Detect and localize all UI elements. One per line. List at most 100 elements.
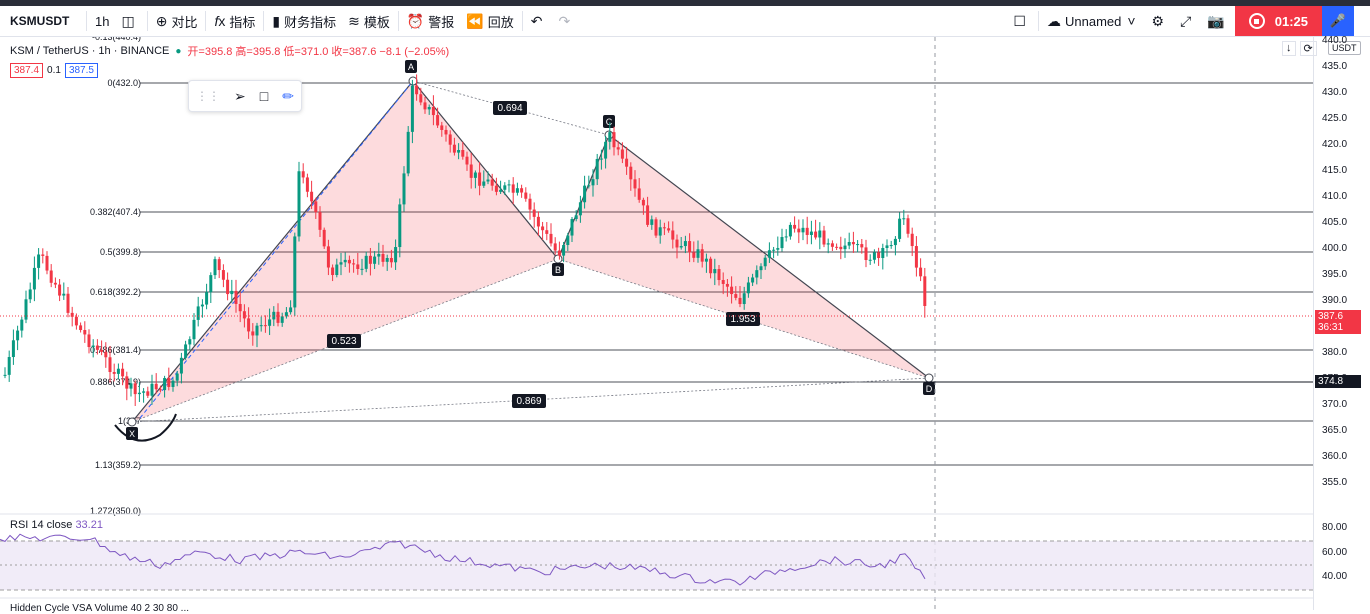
pattern-point-handle[interactable] <box>924 373 934 383</box>
candle-body <box>335 264 339 276</box>
candle-body <box>465 156 469 165</box>
candle-body <box>809 231 813 235</box>
bid-ask-box: 387.4 0.1 387.5 <box>10 63 98 78</box>
refresh-icon[interactable]: ⟳ <box>1299 41 1317 56</box>
candle-body <box>704 258 708 262</box>
candle-body <box>440 125 444 130</box>
candle-body <box>662 227 666 229</box>
alert-label: 警报 <box>428 14 455 30</box>
candle-body <box>759 266 763 271</box>
candle-body <box>536 216 540 227</box>
candle-body <box>625 158 629 167</box>
alert-button[interactable]: ⏰ 警报 <box>401 6 460 36</box>
candle-body <box>507 184 511 186</box>
symbol-description[interactable]: KSM / TetherUS · 1h · BINANCE <box>10 45 170 57</box>
fib-level-label: -0.13(440.4) <box>92 37 141 42</box>
pattern-point-handle[interactable] <box>127 417 137 427</box>
currency-label[interactable]: USDT <box>1328 41 1361 55</box>
arrow-down-icon[interactable]: ↓ <box>1282 41 1296 56</box>
drag-handle-icon[interactable]: ⋮⋮ <box>196 89 220 103</box>
candle-body <box>587 185 591 187</box>
candle-body <box>528 198 532 210</box>
redo-button[interactable]: ↷ <box>552 6 580 36</box>
layout-name-button[interactable]: ☁ Unnamed ˅ <box>1041 6 1146 36</box>
candle-body <box>205 292 209 305</box>
bar-chart-icon: ▮ <box>272 12 281 29</box>
candle-body <box>910 233 914 247</box>
candle-body <box>238 303 242 312</box>
fib-level-label: 0.382(407.4) <box>90 207 141 217</box>
replay-button[interactable]: ⏪ 回放 <box>460 6 519 36</box>
pattern-triangle-bcd <box>558 135 929 378</box>
candle-body <box>801 227 805 233</box>
recording-stop-button[interactable]: 01:25 <box>1234 6 1322 36</box>
candle-body <box>310 191 314 202</box>
rsi-label[interactable]: RSI 14 close <box>10 519 73 531</box>
line-tool-icon[interactable]: ➢ <box>234 87 246 104</box>
candle-body <box>32 267 36 290</box>
candle-body <box>209 275 213 293</box>
candle-body <box>146 391 150 396</box>
pattern-point-box <box>405 60 417 73</box>
snapshot-button[interactable]: 📷 <box>1201 6 1234 36</box>
rsi-tick: 40.00 <box>1322 571 1348 582</box>
candle-body <box>906 218 910 234</box>
candle-body <box>213 259 217 276</box>
price-axis[interactable]: USDT 440.0 435.0 430.0 425.0 420.0 415.0 410.0… <box>1282 35 1370 610</box>
toolbar-right-group: ☐ ☁ Unnamed ˅ ⚙ ⤢ 📷 01:25 🎤 <box>1007 6 1370 36</box>
candle-body <box>167 378 171 387</box>
replay-label: 回放 <box>487 14 514 30</box>
pattern-leg[interactable] <box>131 80 414 423</box>
pattern-point-box <box>552 263 564 276</box>
toolbar-separator <box>263 11 265 31</box>
indicators-button[interactable]: fx 指标 <box>208 6 261 36</box>
candle-body <box>578 202 582 216</box>
candle-body <box>847 242 851 246</box>
price-tick: 415.0 <box>1322 165 1348 176</box>
rectangle-tool-icon[interactable]: □ <box>259 88 269 104</box>
interval-button[interactable]: 1h <box>95 13 110 29</box>
candle-body <box>549 233 553 244</box>
brush-tool-icon[interactable]: ✏ <box>282 87 294 104</box>
rsi-value: 33.21 <box>75 519 103 531</box>
candle-body <box>415 85 419 95</box>
toolbar-separator <box>521 11 523 31</box>
fullscreen-icon: ⤢ <box>1180 12 1192 29</box>
pattern-point-handle[interactable] <box>408 76 418 86</box>
crosshair-price-tag: 374.8 <box>1315 375 1361 388</box>
settings-button[interactable]: ⚙ <box>1146 6 1175 36</box>
candle-body <box>70 312 74 317</box>
candle-body <box>486 179 490 182</box>
fullscreen-button[interactable]: ⤢ <box>1174 6 1201 36</box>
layout-toggle-button[interactable]: ☐ <box>1007 6 1036 36</box>
candle-body <box>679 246 683 248</box>
price-chart[interactable]: -0.13(440.4) 0(432.0) 0.382(407.4) 0.5(399.… <box>0 37 1313 610</box>
undo-button[interactable]: ↶ <box>525 6 553 36</box>
candle-type-button[interactable]: ◫ <box>115 6 144 36</box>
xabcd-pattern[interactable]: 0.694 0.523 1.953 0.869 X A B C D <box>126 60 935 440</box>
symbol-search-button[interactable]: KSMUSDT <box>10 14 70 28</box>
pattern-ratio-line <box>131 377 930 423</box>
candle-body <box>385 257 389 262</box>
candle-body <box>700 249 704 262</box>
price-tick: 360.0 <box>1322 451 1348 462</box>
fib-retracement[interactable]: -0.13(440.4) 0(432.0) 0.382(407.4) 0.5(399.… <box>90 37 1313 516</box>
compare-button[interactable]: ⊕ 对比 <box>150 6 204 36</box>
price-tick: 410.0 <box>1322 191 1348 202</box>
candle-body <box>431 106 435 116</box>
templates-button[interactable]: ≋ 模板 <box>342 6 396 36</box>
microphone-button[interactable]: 🎤 <box>1322 6 1354 36</box>
candle-body <box>49 270 53 283</box>
volume-indicator-legend[interactable]: Hidden Cycle VSA Volume 40 2 30 80 ... <box>10 603 189 614</box>
bid-price[interactable]: 387.4 <box>10 63 44 78</box>
ask-price[interactable]: 387.5 <box>64 63 98 78</box>
pattern-point-handle[interactable] <box>553 254 563 264</box>
price-tick: 425.0 <box>1322 113 1348 124</box>
candle-body <box>478 172 482 186</box>
ratio-label-box <box>327 334 361 348</box>
candle-body <box>721 280 725 284</box>
financials-button[interactable]: ▮ 财务指标 <box>266 6 342 36</box>
candle-body <box>276 311 280 323</box>
ratio-label-box <box>493 101 527 115</box>
trend-line-dashed[interactable] <box>139 80 414 419</box>
